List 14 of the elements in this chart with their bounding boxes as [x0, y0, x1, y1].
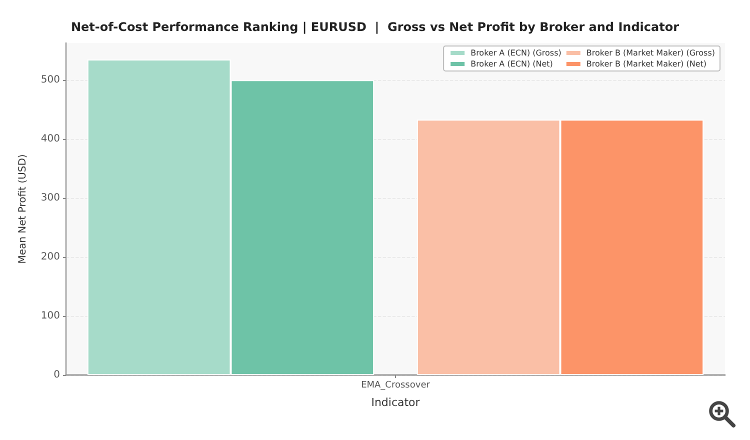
legend-label: Broker A (ECN) (Gross): [470, 48, 562, 58]
y-tick-label: 0: [54, 370, 60, 380]
y-tick-label: 300: [40, 192, 60, 204]
legend-label: Broker A (ECN) (Net): [470, 60, 553, 68]
y-tick-label: 500: [40, 74, 60, 86]
x-tick-label: EMA_Crossover: [361, 380, 430, 390]
y-tick-label: 200: [40, 252, 60, 263]
y-tick-label: 400: [40, 134, 60, 145]
x-axis-title: Indicator: [371, 396, 420, 409]
y-axis-title: Mean Net Profit (USD): [18, 154, 28, 264]
y-tick-label: 100: [40, 310, 60, 322]
chart-title: Net-of-Cost Performance Ranking | EURUSD | Gross vs Net Profit by Broker and Indicator: [70, 20, 680, 34]
legend-label: Broker B (Market Maker) (Net): [586, 60, 707, 68]
legend-label: Broker B (Market Maker) (Gross): [586, 48, 716, 58]
